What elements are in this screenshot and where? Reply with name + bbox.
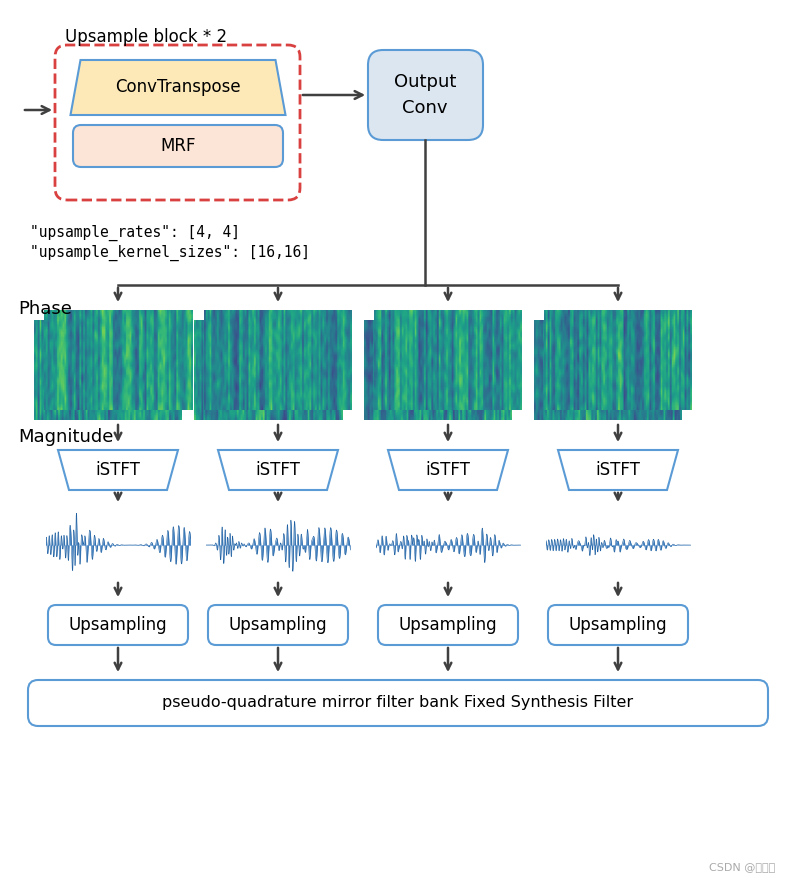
Text: ConvTranspose: ConvTranspose	[115, 79, 240, 96]
FancyBboxPatch shape	[55, 45, 300, 200]
FancyBboxPatch shape	[368, 50, 483, 140]
FancyBboxPatch shape	[28, 680, 768, 726]
Text: Output
Conv: Output Conv	[394, 73, 456, 118]
Text: Upsampling: Upsampling	[229, 616, 328, 634]
Polygon shape	[558, 450, 678, 490]
Text: iSTFT: iSTFT	[426, 461, 471, 479]
FancyBboxPatch shape	[548, 605, 688, 645]
FancyBboxPatch shape	[48, 605, 188, 645]
Text: iSTFT: iSTFT	[256, 461, 300, 479]
Text: Upsampling: Upsampling	[69, 616, 167, 634]
Text: Upsample block * 2: Upsample block * 2	[65, 28, 227, 46]
Text: CSDN @留止轮: CSDN @留止轮	[709, 862, 775, 872]
Text: Upsampling: Upsampling	[399, 616, 497, 634]
Polygon shape	[58, 450, 178, 490]
Polygon shape	[388, 450, 508, 490]
Polygon shape	[70, 60, 285, 115]
Text: MRF: MRF	[161, 137, 196, 155]
Text: "upsample_rates": [4, 4]: "upsample_rates": [4, 4]	[30, 225, 240, 241]
Text: Magnitude: Magnitude	[18, 428, 113, 446]
FancyBboxPatch shape	[378, 605, 518, 645]
FancyBboxPatch shape	[208, 605, 348, 645]
Polygon shape	[218, 450, 338, 490]
Text: iSTFT: iSTFT	[96, 461, 141, 479]
Text: pseudo-quadrature mirror filter bank Fixed Synthesis Filter: pseudo-quadrature mirror filter bank Fix…	[162, 695, 634, 710]
Text: Phase: Phase	[18, 300, 72, 318]
Text: "upsample_kernel_sizes": [16,16]: "upsample_kernel_sizes": [16,16]	[30, 245, 310, 261]
FancyBboxPatch shape	[73, 125, 283, 167]
Text: Upsampling: Upsampling	[569, 616, 667, 634]
Text: iSTFT: iSTFT	[595, 461, 641, 479]
